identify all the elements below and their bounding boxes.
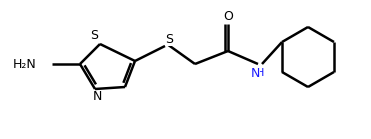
Text: N: N — [92, 90, 102, 104]
Text: S: S — [165, 33, 173, 45]
Text: H₂N: H₂N — [12, 58, 36, 70]
Text: H: H — [256, 68, 264, 78]
Text: N: N — [250, 66, 260, 80]
Text: S: S — [90, 28, 98, 42]
Text: O: O — [223, 9, 233, 23]
